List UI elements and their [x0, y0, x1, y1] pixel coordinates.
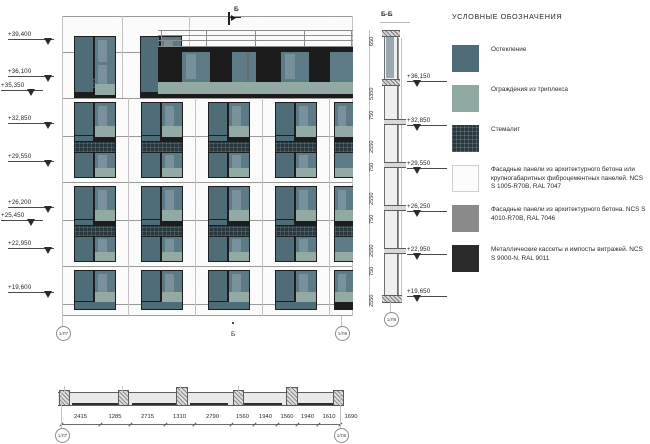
legend-item-label: Металлические кассеты и импосты витражей… [491, 246, 643, 262]
plan-section [58, 386, 344, 414]
facade-window-module [208, 270, 250, 310]
level-value: +22,950 [8, 240, 32, 247]
level-value: +19,600 [8, 284, 32, 291]
plan-column [118, 390, 129, 406]
vdim: 750 [369, 214, 375, 224]
roof-railing [158, 30, 353, 47]
legend-item: Фасадные панели из архитектурного бетона… [452, 205, 648, 232]
legend-item: Ограждения из триплекса [452, 85, 648, 112]
legend: УСЛОВНЫЕ ОБОЗНАЧЕНИЯ Остекление Огражден… [452, 12, 648, 285]
penthouse-glazing [281, 52, 309, 82]
level-value: +36,100 [8, 68, 32, 75]
level-value: +32,850 [407, 117, 431, 124]
plan-dim: 1690 [344, 414, 358, 420]
facade-window-module [74, 270, 116, 310]
facade-window-module [208, 102, 250, 178]
black-metal-cassette-swatch [452, 245, 479, 272]
facade-window-module [74, 186, 116, 262]
legend-title: УСЛОВНЫЕ ОБОЗНАЧЕНИЯ [452, 12, 563, 21]
legend-item-label: Остекление [491, 46, 527, 53]
plan-dim: 1310 [173, 414, 186, 420]
facade-window-module [334, 186, 353, 262]
plan-dim: 2715 [141, 414, 154, 420]
level-value: +29,550 [8, 153, 32, 160]
legend-item: Остекление [452, 45, 648, 72]
facade-axis-label: Б [231, 331, 236, 338]
plan-dim: 2790 [206, 414, 219, 420]
level-value: +26,200 [8, 199, 32, 206]
facade-window-module [334, 270, 353, 310]
axis-bubble-facade-left: 1/Л7 [56, 326, 71, 341]
legend-item-label: Ограждения из триплекса [491, 86, 568, 93]
legend-item: Фасадные панели из архитектурного бетона… [452, 165, 648, 192]
vdim: 750 [369, 162, 375, 172]
wall-section [376, 22, 416, 305]
legend-item-label: Фасадные панели из архитектурного бетона… [491, 206, 646, 222]
level-value: +39,400 [8, 31, 32, 38]
vdim: 5350 [369, 87, 375, 100]
facade-window-module [275, 102, 317, 178]
plan-dim: 2415 [74, 414, 87, 420]
level-value: +25,450 [1, 212, 25, 219]
facade-window-module [141, 270, 183, 310]
level-value: +32,850 [8, 115, 32, 122]
level-value: +26,250 [407, 203, 431, 210]
section-title: Б-Б [381, 11, 393, 18]
vdim: 750 [369, 266, 375, 276]
facade-window-module [74, 62, 116, 98]
plan-dim: 1940 [301, 414, 314, 420]
level-value: +22,950 [407, 246, 431, 253]
plan-dim: 1610 [322, 414, 336, 420]
legend-item-label: Стемалит [491, 126, 521, 133]
vdim: 2550 [369, 140, 375, 153]
vdim: 2550 [369, 244, 375, 257]
facade-axis-dot [232, 322, 234, 324]
penthouse-glazing [330, 52, 353, 82]
triplex-balustrade-swatch [452, 85, 479, 112]
level-value: +36,150 [407, 73, 431, 80]
penthouse-glazing [182, 52, 210, 82]
facade-window-module [334, 102, 353, 178]
axis-bubble-section: 1/Л8 [384, 312, 399, 327]
vdim: 2550 [369, 294, 375, 307]
glazing-swatch [452, 45, 479, 72]
legend-item: Стемалит [452, 125, 648, 152]
facade-window-module [141, 102, 183, 178]
level-value: +19,650 [407, 288, 431, 295]
facade-window-module [141, 186, 183, 262]
plan-dim: 1940 [259, 414, 272, 420]
facade-window-module [275, 186, 317, 262]
vdim: 650 [369, 36, 375, 46]
legend-item: Металлические кассеты и импосты витражей… [452, 245, 648, 272]
legend-item-label: Фасадные панели из архитектурного бетона… [491, 166, 643, 191]
plan-dim: 1285 [108, 414, 122, 420]
level-value: +35,350 [1, 82, 25, 89]
vdim: 2550 [369, 192, 375, 205]
stemalit-swatch [452, 125, 479, 152]
plan-dim: 1560 [280, 414, 294, 420]
axis-bubble-facade-right: 1/Л6 [335, 326, 350, 341]
facade-window-module [74, 102, 116, 178]
facade-elevation [62, 16, 353, 316]
facade-window-module [275, 270, 317, 310]
plan-dim: 1560 [236, 414, 249, 420]
facade-window-module [208, 186, 250, 262]
grey-concrete-panel-swatch [452, 205, 479, 232]
axis-bubble-plan-right: 1/Л6 [334, 428, 349, 443]
penthouse-triplex-balustrade [158, 82, 353, 94]
plan-column [286, 387, 298, 406]
axis-bubble-plan-left: 1/Л7 [55, 428, 70, 443]
plan-column [333, 390, 344, 406]
penthouse-glazing [232, 52, 256, 82]
plan-column [176, 387, 188, 406]
section-marker-label: Б [234, 6, 239, 13]
white-concrete-panel-swatch [452, 165, 479, 192]
vdim: 750 [369, 110, 375, 120]
level-value: +29,550 [407, 160, 431, 167]
